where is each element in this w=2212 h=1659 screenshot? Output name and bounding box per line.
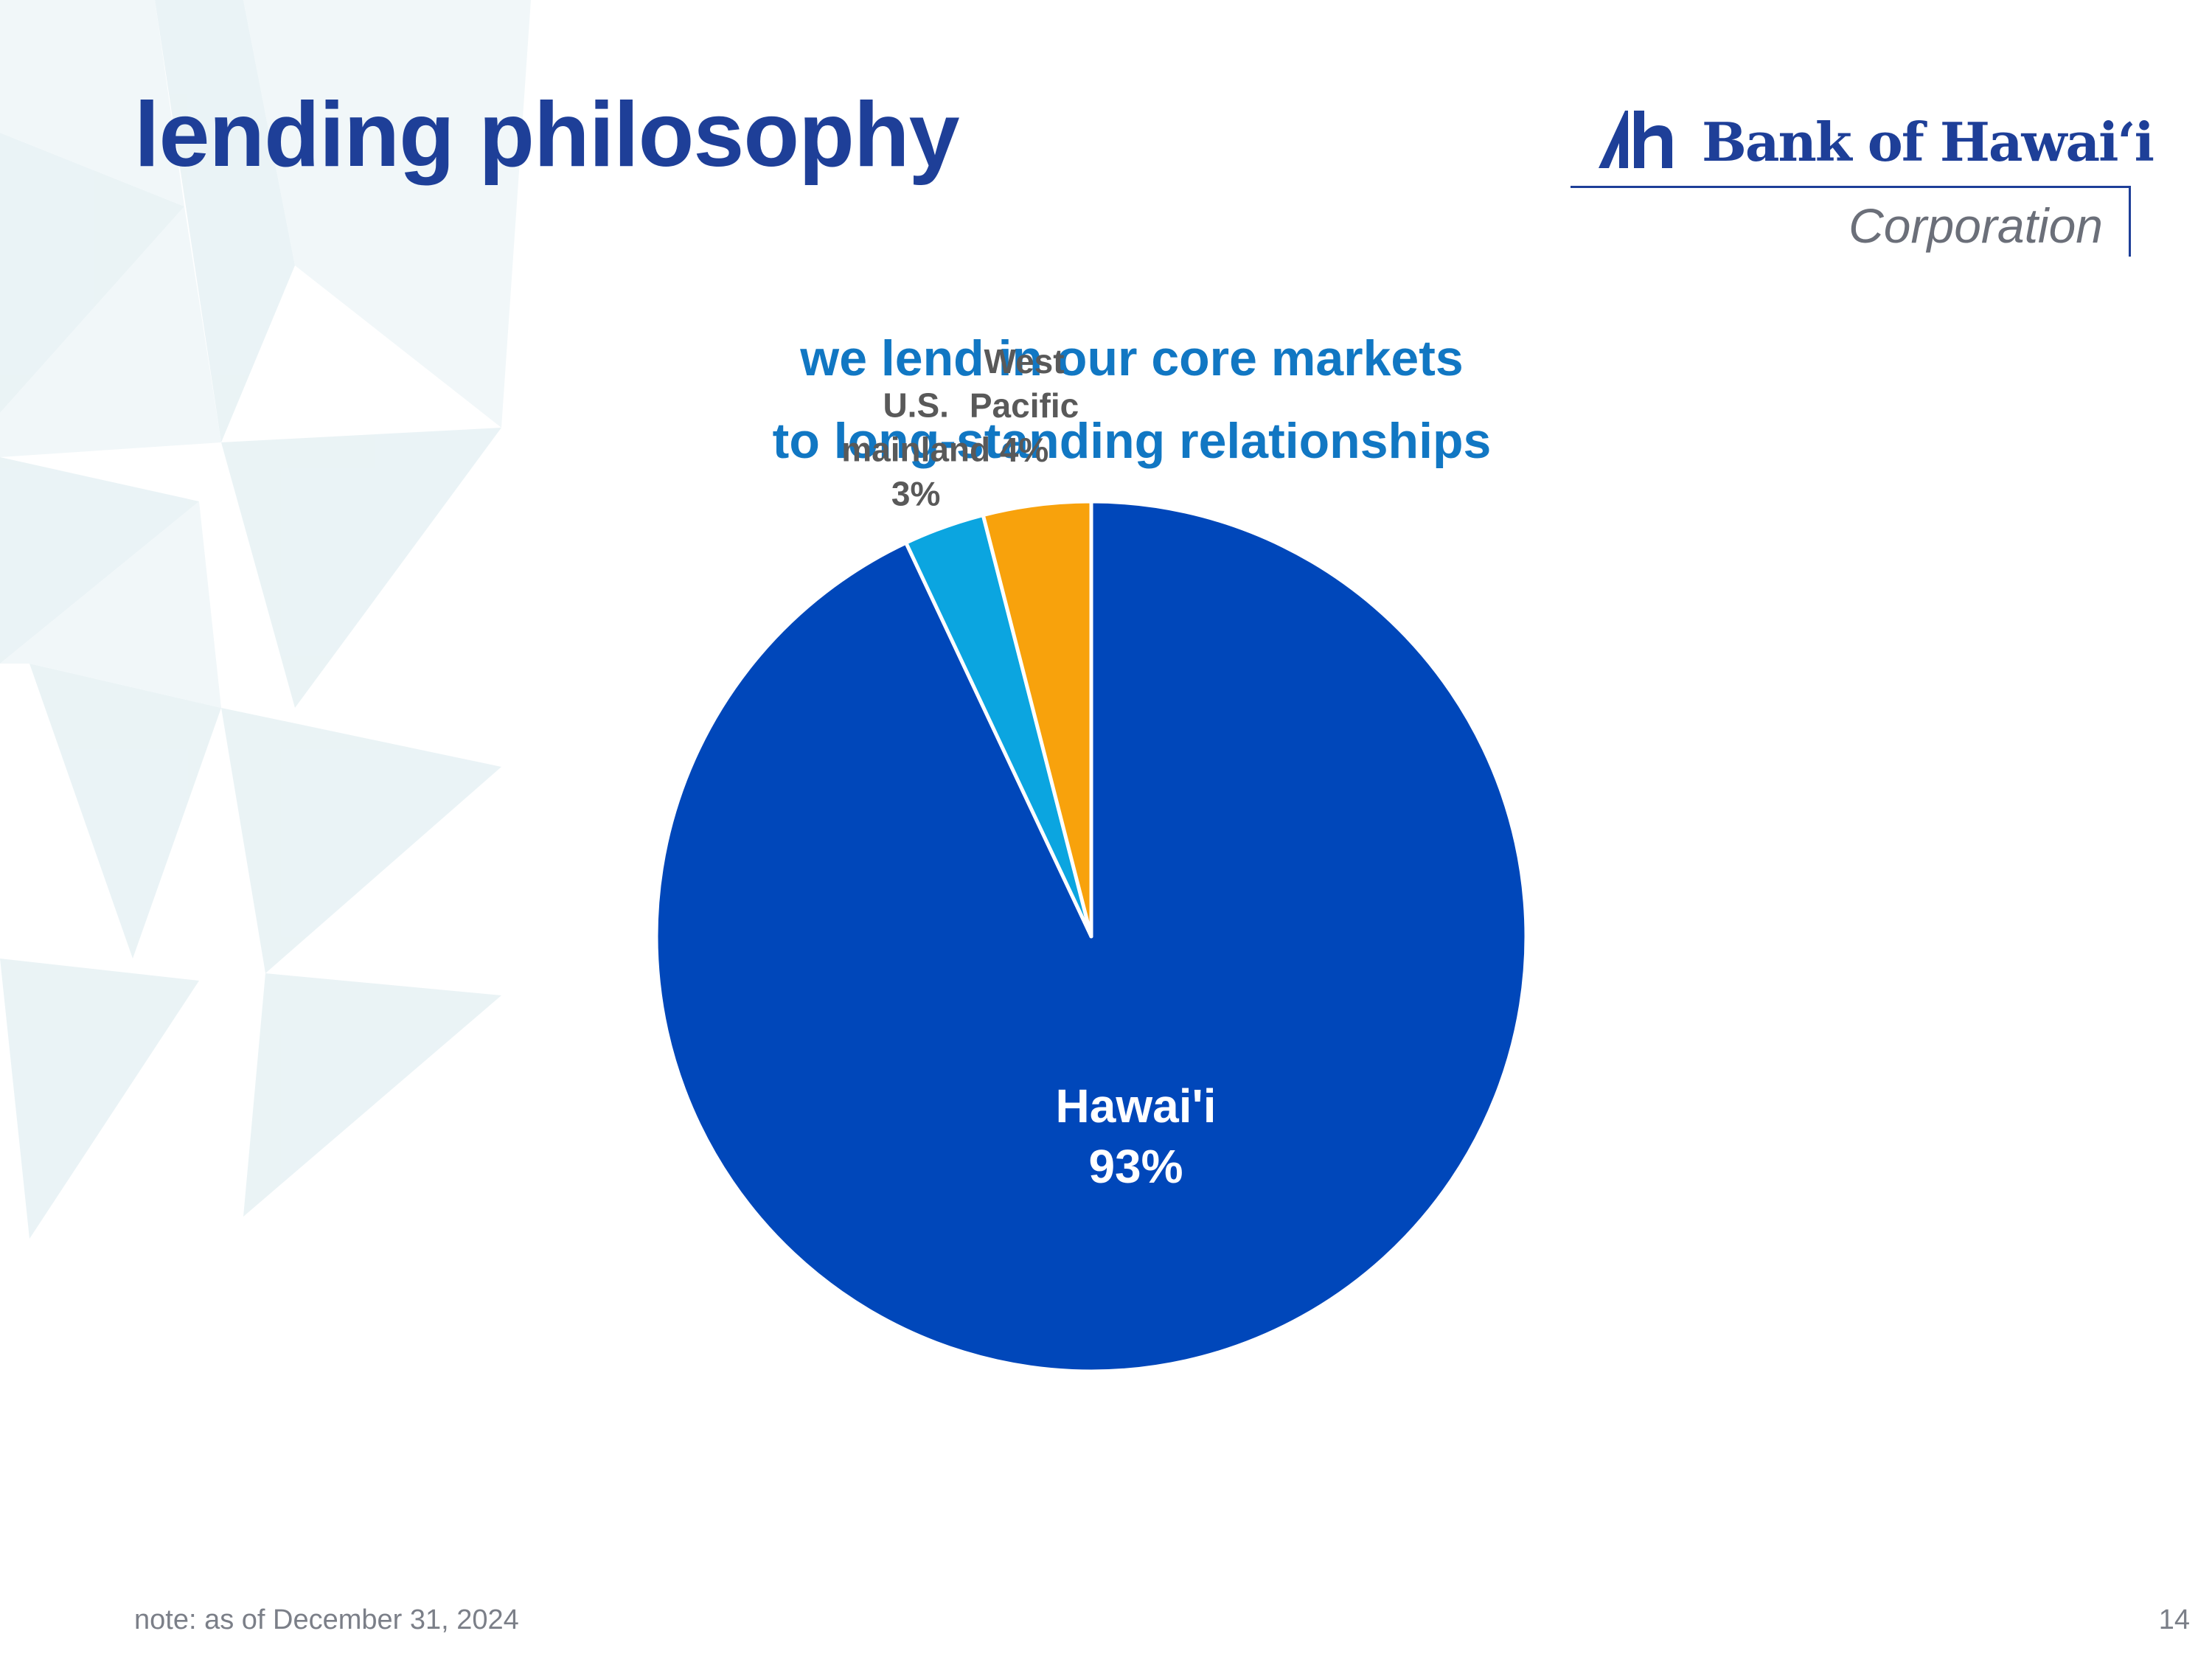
logo-corporation: Corporation xyxy=(1848,198,2103,253)
logo-divider-vertical xyxy=(2129,186,2131,257)
pie-label-0: Hawai'i 93% xyxy=(1056,1079,1217,1193)
chart-subtitle-line-2: to long-standing relationships xyxy=(772,413,1492,469)
chart-subtitle: we lend in our core markets to long-stan… xyxy=(664,317,1600,482)
chart-subtitle-line-1: we lend in our core markets xyxy=(800,330,1464,386)
page-number: 14 xyxy=(2158,1604,2190,1635)
logo-bank-name: Bank of Hawai‘i xyxy=(1702,111,2154,173)
logo-divider xyxy=(1571,186,2131,188)
pie-label-1: U.S. mainland 3% xyxy=(841,386,990,513)
pie-slice-2 xyxy=(981,499,1093,939)
bank-logo: Bank of Hawai‘i Corporation xyxy=(1571,103,2154,265)
background-star-pattern xyxy=(0,0,531,1239)
page-title: lending philosophy xyxy=(134,84,960,186)
pie-label-2: West Pacific 4% xyxy=(970,342,1079,469)
footnote: note: as of December 31, 2024 xyxy=(134,1604,519,1635)
bank-logo-mark-icon xyxy=(1599,111,1672,168)
